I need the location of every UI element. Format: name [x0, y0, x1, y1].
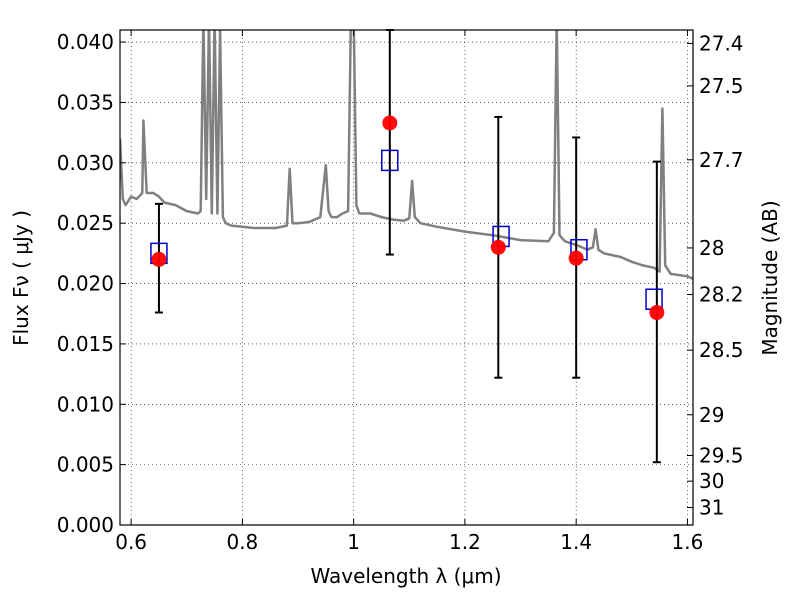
observed-flux-point [490, 239, 506, 255]
x-tick-label: 0.6 [115, 530, 147, 554]
mag-tick-label: 28 [699, 236, 724, 260]
x-tick-label: 0.8 [226, 530, 258, 554]
y-tick-label: 0.020 [57, 272, 114, 296]
x-tick-label: 1 [347, 530, 360, 554]
observed-flux-point [382, 115, 398, 131]
y-tick-label: 0.000 [57, 513, 114, 537]
mag-tick-label: 29.5 [699, 443, 744, 467]
observed-flux-point [568, 250, 584, 266]
x-axis-label: Wavelength λ (μm) [310, 564, 501, 588]
y-tick-label: 0.025 [57, 211, 114, 235]
mag-tick-label: 31 [699, 495, 724, 519]
plot-frame [119, 29, 694, 526]
x-tick-label: 1.6 [672, 530, 704, 554]
grid [120, 30, 693, 526]
y-tick-label: 0.015 [57, 332, 114, 356]
mag-tick-label: 27.5 [699, 74, 744, 98]
plot-area [120, 30, 693, 280]
y-tick-label: 0.010 [57, 392, 114, 416]
mag-tick-label: 29 [699, 403, 724, 427]
axis-ticks: 0.6 0.8 1 1.2 1.4 1.6 0.000 0.005 0.010 0.015 0.02… [57, 30, 744, 554]
y-tick-label: 0.030 [57, 151, 114, 175]
mag-tick-label: 27.7 [699, 148, 744, 172]
mag-tick-label: 28.2 [699, 283, 744, 307]
model-flux-square [381, 149, 399, 172]
y-tick-label: 0.040 [57, 30, 114, 54]
sed-spectrum-line [120, 30, 693, 280]
y-axis-right-label: Magnitude (AB) [758, 200, 782, 355]
mag-tick-label: 27.4 [699, 32, 744, 56]
y-tick-label: 0.035 [57, 90, 114, 114]
markers [150, 115, 665, 321]
x-tick-label: 1.2 [449, 530, 481, 554]
mag-tick-label: 30 [699, 469, 724, 493]
observed-flux-point [649, 305, 665, 321]
mag-tick-label: 28.5 [699, 338, 744, 362]
y-tick-label: 0.005 [57, 453, 114, 477]
y-axis-label: Flux Fν ( μJy ) [9, 210, 33, 346]
x-tick-label: 1.4 [560, 530, 592, 554]
observed-flux-point [151, 251, 167, 267]
